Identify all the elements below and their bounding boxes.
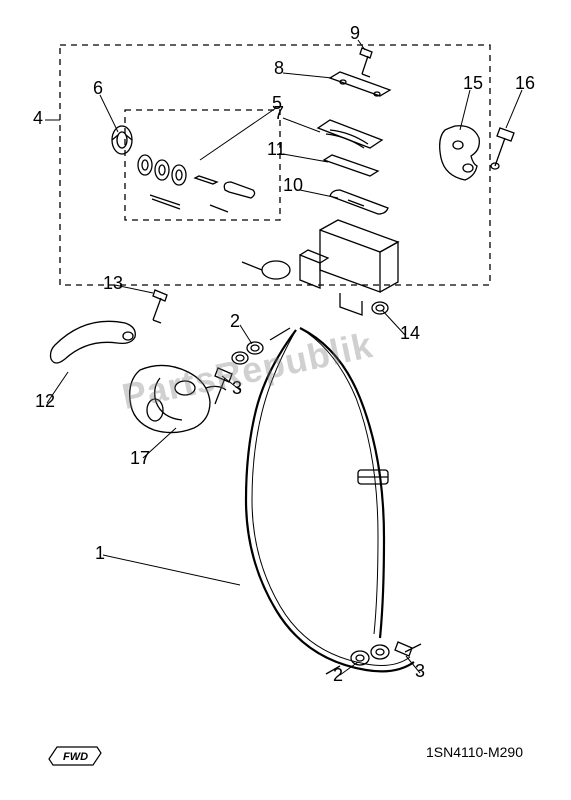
callout-3a: 3 [232,378,242,399]
callout-14: 14 [400,323,420,344]
callout-2a: 2 [230,311,240,332]
diagram-container: 4 6 5 8 7 9 11 10 15 16 13 12 14 17 2 3 … [0,0,571,800]
callout-12: 12 [35,391,55,412]
callout-10: 10 [283,175,303,196]
callout-2b: 2 [333,665,343,686]
callout-1: 1 [95,543,105,564]
callout-6: 6 [93,78,103,99]
callout-9: 9 [350,23,360,44]
part-code: 1SN4110-M290 [426,744,523,760]
fwd-text: FWD [63,751,88,763]
fwd-badge: FWD [45,739,95,765]
callout-17: 17 [130,448,150,469]
callout-11: 11 [267,139,286,160]
callout-16: 16 [515,73,535,94]
callout-13: 13 [103,273,123,294]
callout-4: 4 [33,108,43,129]
callout-15: 15 [463,73,483,94]
callout-3b: 3 [415,661,425,682]
callout-8: 8 [274,58,284,79]
parts-diagram-svg [0,0,571,800]
callout-7: 7 [274,103,284,124]
